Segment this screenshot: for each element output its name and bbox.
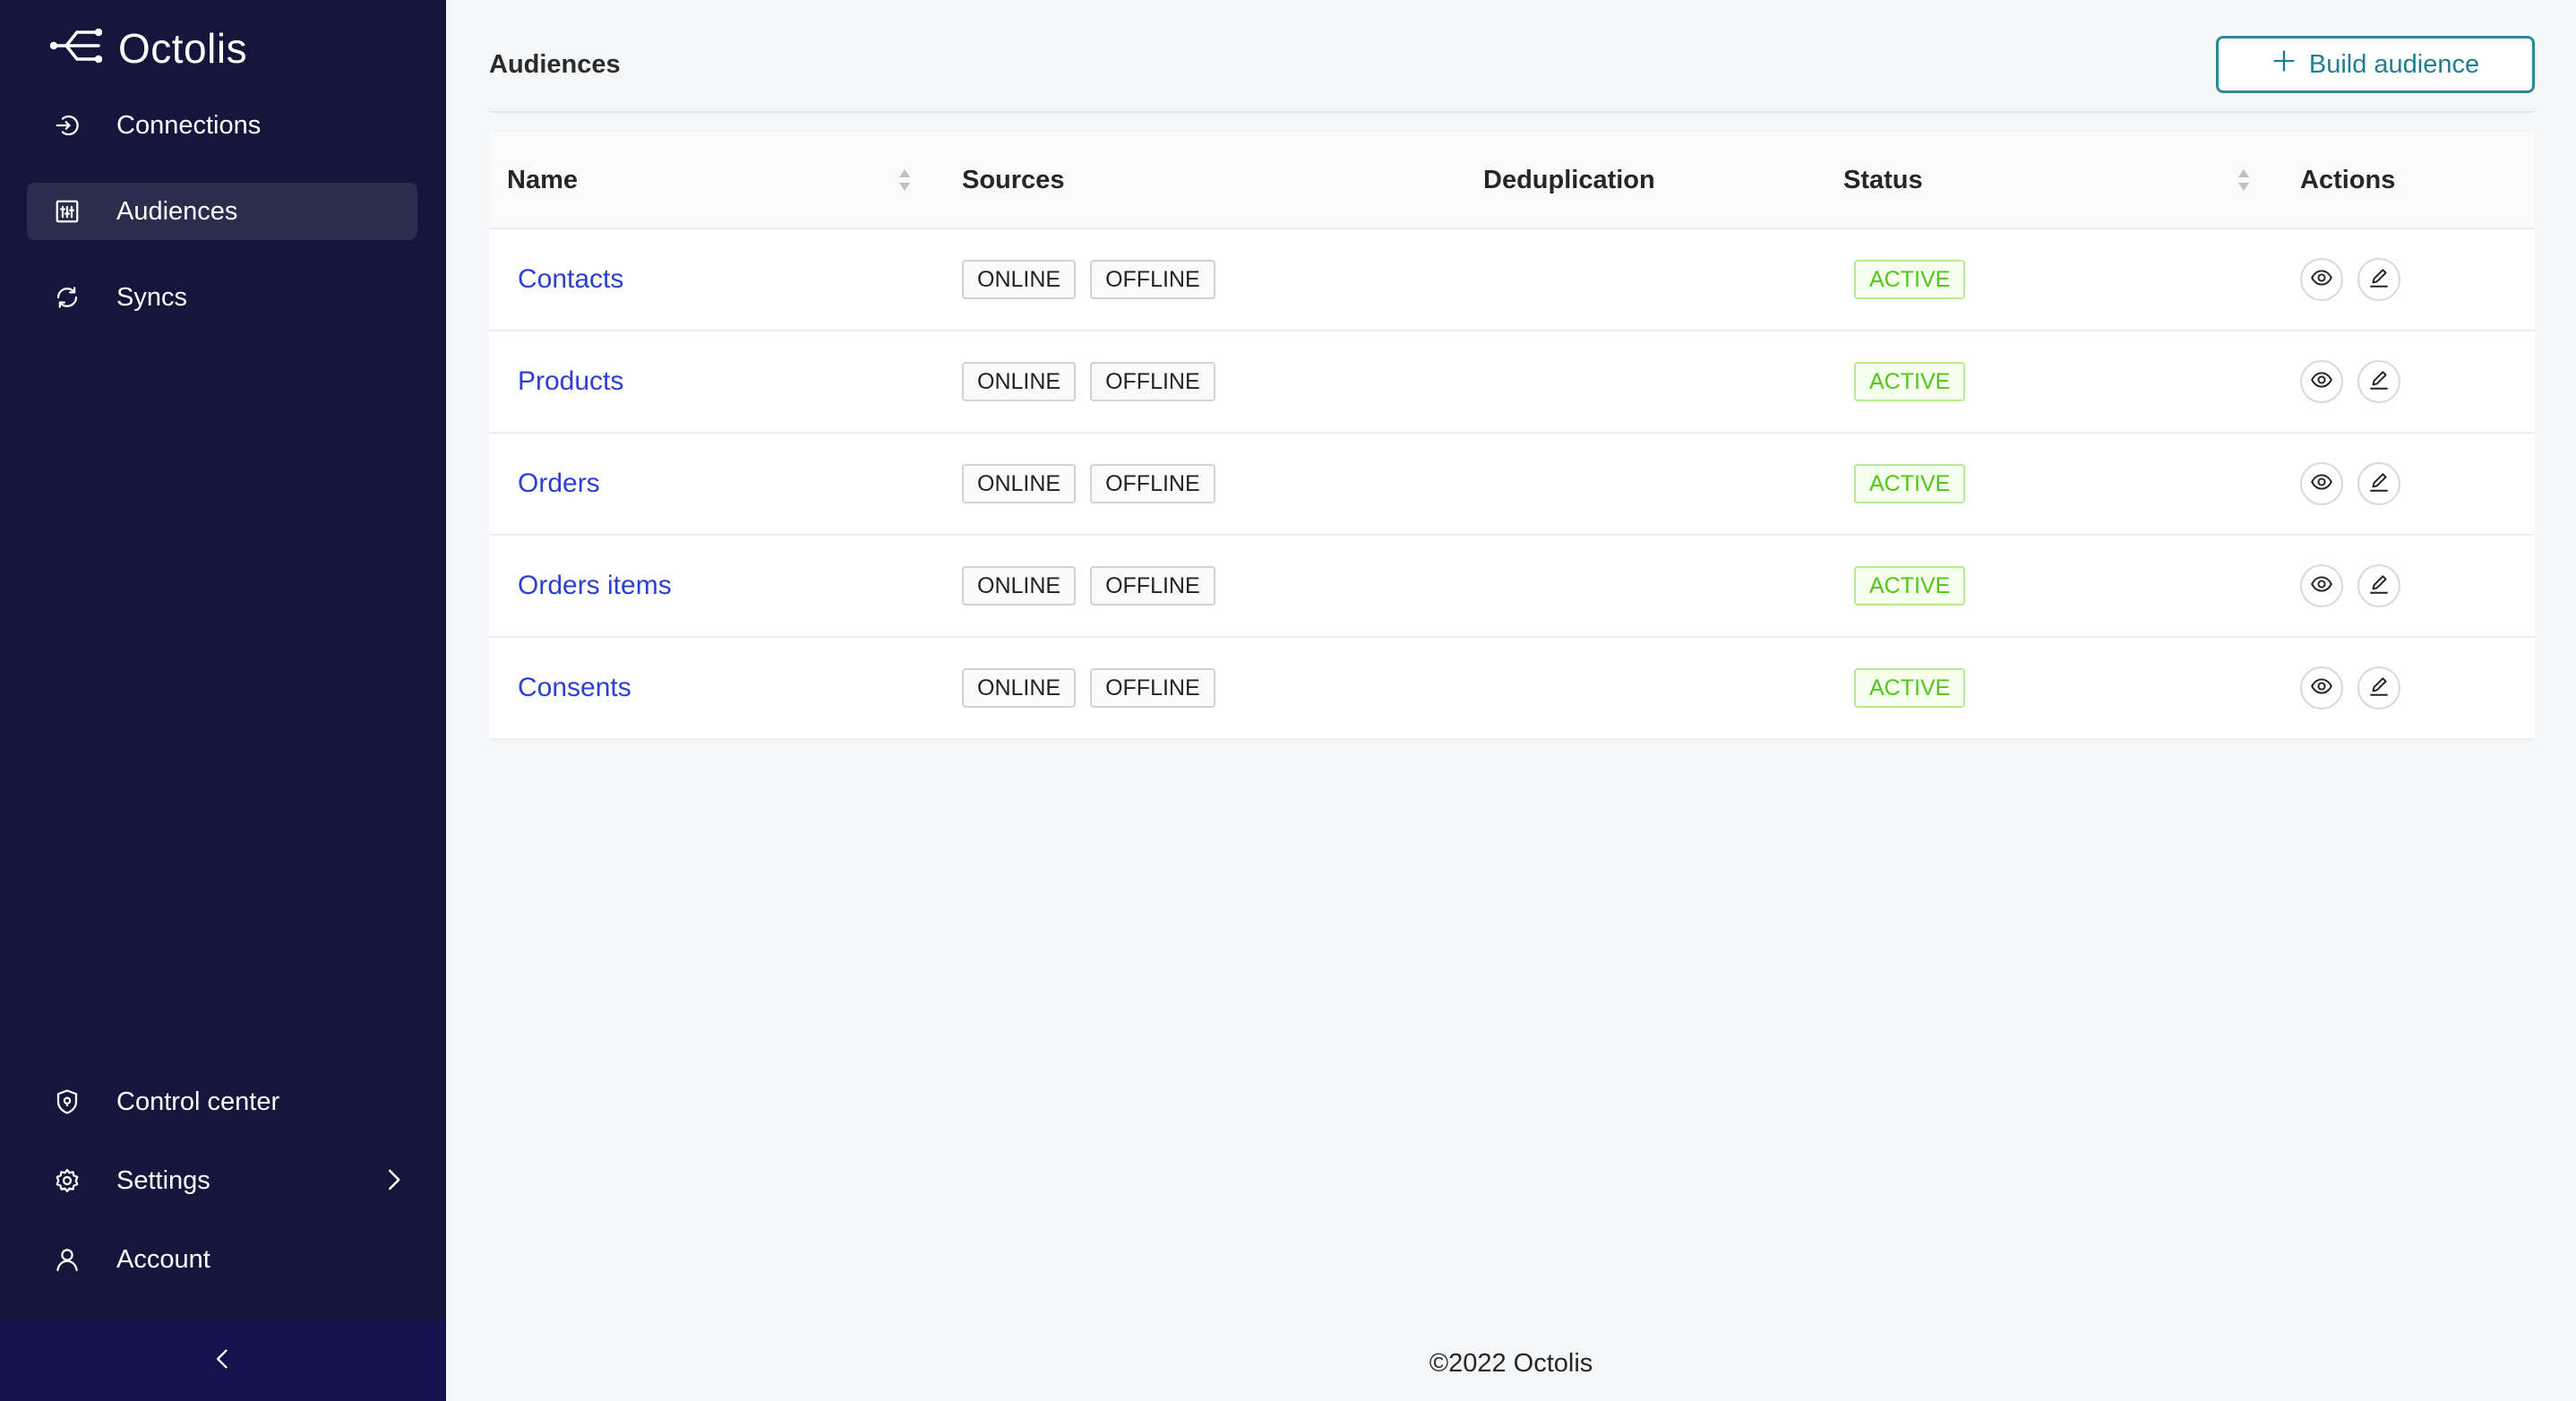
plus-icon [2271, 48, 2297, 81]
edit-button[interactable] [2357, 462, 2400, 505]
eye-icon [2310, 470, 2333, 498]
octolis-logo-icon [49, 20, 103, 76]
sidebar-item-label: Settings [116, 1165, 210, 1195]
source-tag: ONLINE [962, 260, 1077, 299]
login-icon [52, 110, 82, 141]
audience-name-link[interactable]: Orders [518, 468, 600, 498]
build-audience-button[interactable]: Build audience [2216, 36, 2535, 93]
shield-icon [52, 1087, 82, 1117]
sidebar-item-label: Audiences [116, 196, 238, 226]
table-row: Contacts ONLINE OFFLINE ACTIVE [489, 229, 2535, 331]
status-badge: ACTIVE [1854, 566, 1966, 606]
sidebar-item-settings[interactable]: Settings [27, 1152, 417, 1209]
table-row: Orders ONLINE OFFLINE ACTIVE [489, 434, 2535, 536]
source-tag: OFFLINE [1090, 464, 1215, 503]
audience-name-link[interactable]: Orders items [518, 571, 672, 600]
column-header-status[interactable]: Status [1843, 165, 1923, 194]
sidebar: Octolis Connections Audiences [0, 0, 446, 1401]
gear-icon [52, 1165, 82, 1196]
table-header: Name Sources Deduplication Status Action… [489, 131, 2535, 229]
source-tag: ONLINE [962, 566, 1077, 606]
view-button[interactable] [2300, 360, 2343, 403]
sidebar-collapse-button[interactable] [0, 1320, 446, 1401]
app-name: Octolis [118, 24, 248, 72]
edit-button[interactable] [2357, 564, 2400, 607]
source-tag: OFFLINE [1090, 260, 1215, 299]
main-content: Audiences Build audience Name Sources De… [446, 0, 2576, 1401]
sidebar-item-label: Account [116, 1244, 210, 1274]
footer-copyright: ©2022 Octolis [1429, 1349, 1593, 1378]
source-tag: OFFLINE [1090, 668, 1215, 708]
source-tag: ONLINE [962, 668, 1077, 708]
view-button[interactable] [2300, 666, 2343, 709]
eye-icon [2310, 368, 2333, 396]
sync-icon [52, 282, 82, 313]
audience-name-link[interactable]: Contacts [518, 264, 624, 294]
sidebar-item-label: Connections [116, 110, 262, 140]
eye-icon [2310, 572, 2333, 600]
sidebar-item-control-center[interactable]: Control center [27, 1073, 417, 1130]
table-row: Consents ONLINE OFFLINE ACTIVE [489, 638, 2535, 740]
edit-icon [2367, 470, 2391, 498]
column-header-deduplication: Deduplication [1483, 165, 1655, 194]
app-logo[interactable]: Octolis [49, 20, 248, 76]
chevron-left-icon [210, 1346, 236, 1376]
sort-icon[interactable] [2236, 167, 2252, 193]
edit-button[interactable] [2357, 258, 2400, 301]
source-tag: ONLINE [962, 362, 1077, 401]
column-header-sources: Sources [962, 165, 1065, 194]
column-header-actions: Actions [2300, 165, 2396, 194]
view-button[interactable] [2300, 462, 2343, 505]
sidebar-item-label: Syncs [116, 282, 187, 312]
view-button[interactable] [2300, 258, 2343, 301]
sort-icon[interactable] [897, 167, 913, 193]
status-badge: ACTIVE [1854, 464, 1966, 503]
table-row: Products ONLINE OFFLINE ACTIVE [489, 331, 2535, 434]
audience-name-link[interactable]: Consents [518, 673, 631, 702]
view-button[interactable] [2300, 564, 2343, 607]
edit-button[interactable] [2357, 360, 2400, 403]
sidebar-item-syncs[interactable]: Syncs [27, 269, 417, 326]
build-audience-label: Build audience [2308, 49, 2480, 79]
edit-icon [2367, 572, 2391, 600]
eye-icon [2310, 675, 2333, 702]
status-badge: ACTIVE [1854, 362, 1966, 401]
audience-icon [52, 196, 82, 227]
sidebar-item-connections[interactable]: Connections [27, 97, 417, 154]
eye-icon [2310, 266, 2333, 294]
edit-icon [2367, 675, 2391, 702]
edit-icon [2367, 266, 2391, 294]
column-header-name[interactable]: Name [507, 165, 578, 194]
header-divider [489, 111, 2535, 113]
table-row: Orders items ONLINE OFFLINE ACTIVE [489, 536, 2535, 638]
sidebar-item-label: Control center [116, 1087, 280, 1116]
status-badge: ACTIVE [1854, 668, 1966, 708]
source-tag: OFFLINE [1090, 566, 1215, 606]
user-icon [52, 1244, 82, 1275]
audiences-table: Name Sources Deduplication Status Action… [489, 131, 2535, 740]
sidebar-item-account[interactable]: Account [27, 1231, 417, 1288]
chevron-right-icon [380, 1166, 407, 1193]
audience-name-link[interactable]: Products [518, 366, 624, 396]
edit-icon [2367, 368, 2391, 396]
edit-button[interactable] [2357, 666, 2400, 709]
source-tag: OFFLINE [1090, 362, 1215, 401]
sidebar-item-audiences[interactable]: Audiences [27, 183, 417, 240]
status-badge: ACTIVE [1854, 260, 1966, 299]
page-title: Audiences [489, 50, 621, 79]
source-tag: ONLINE [962, 464, 1077, 503]
